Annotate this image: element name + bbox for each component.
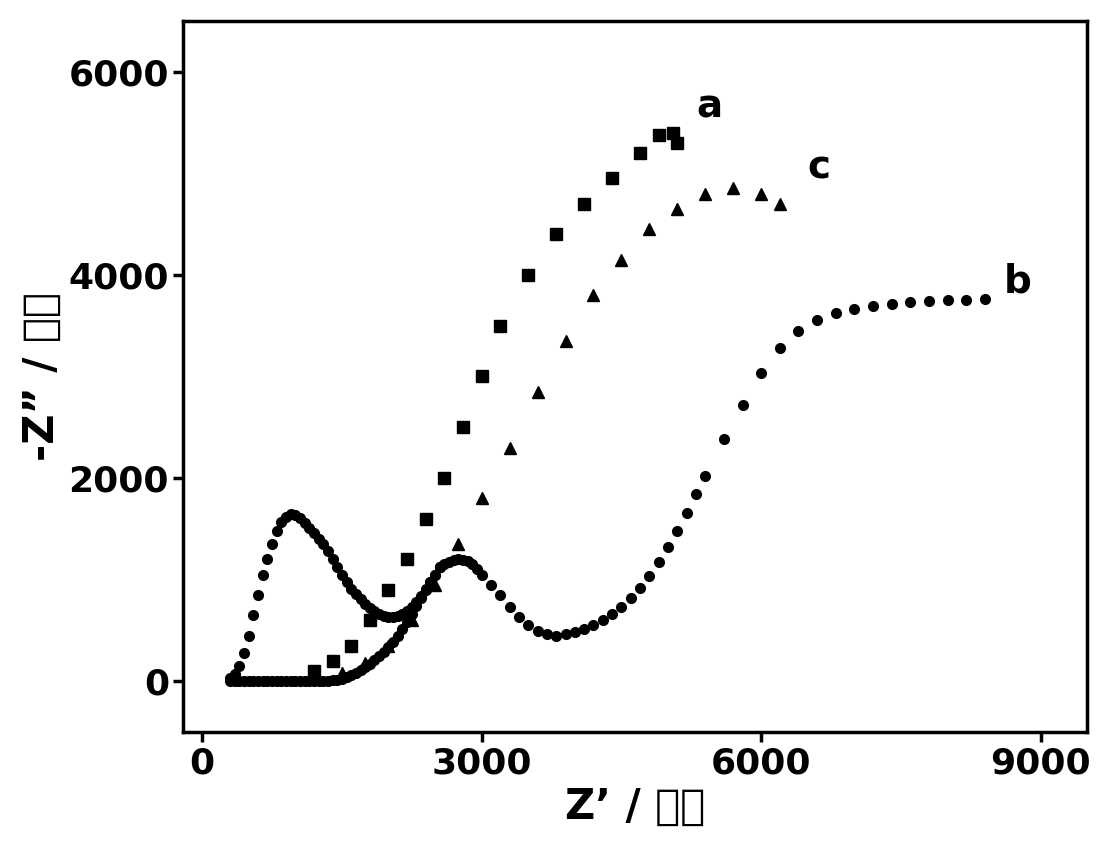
Text: a: a: [696, 87, 722, 126]
X-axis label: Z’ / 欧姆: Z’ / 欧姆: [565, 786, 705, 828]
Y-axis label: -Z” / 欧姆: -Z” / 欧姆: [21, 292, 62, 461]
Text: c: c: [808, 149, 831, 186]
Text: b: b: [1004, 262, 1032, 300]
